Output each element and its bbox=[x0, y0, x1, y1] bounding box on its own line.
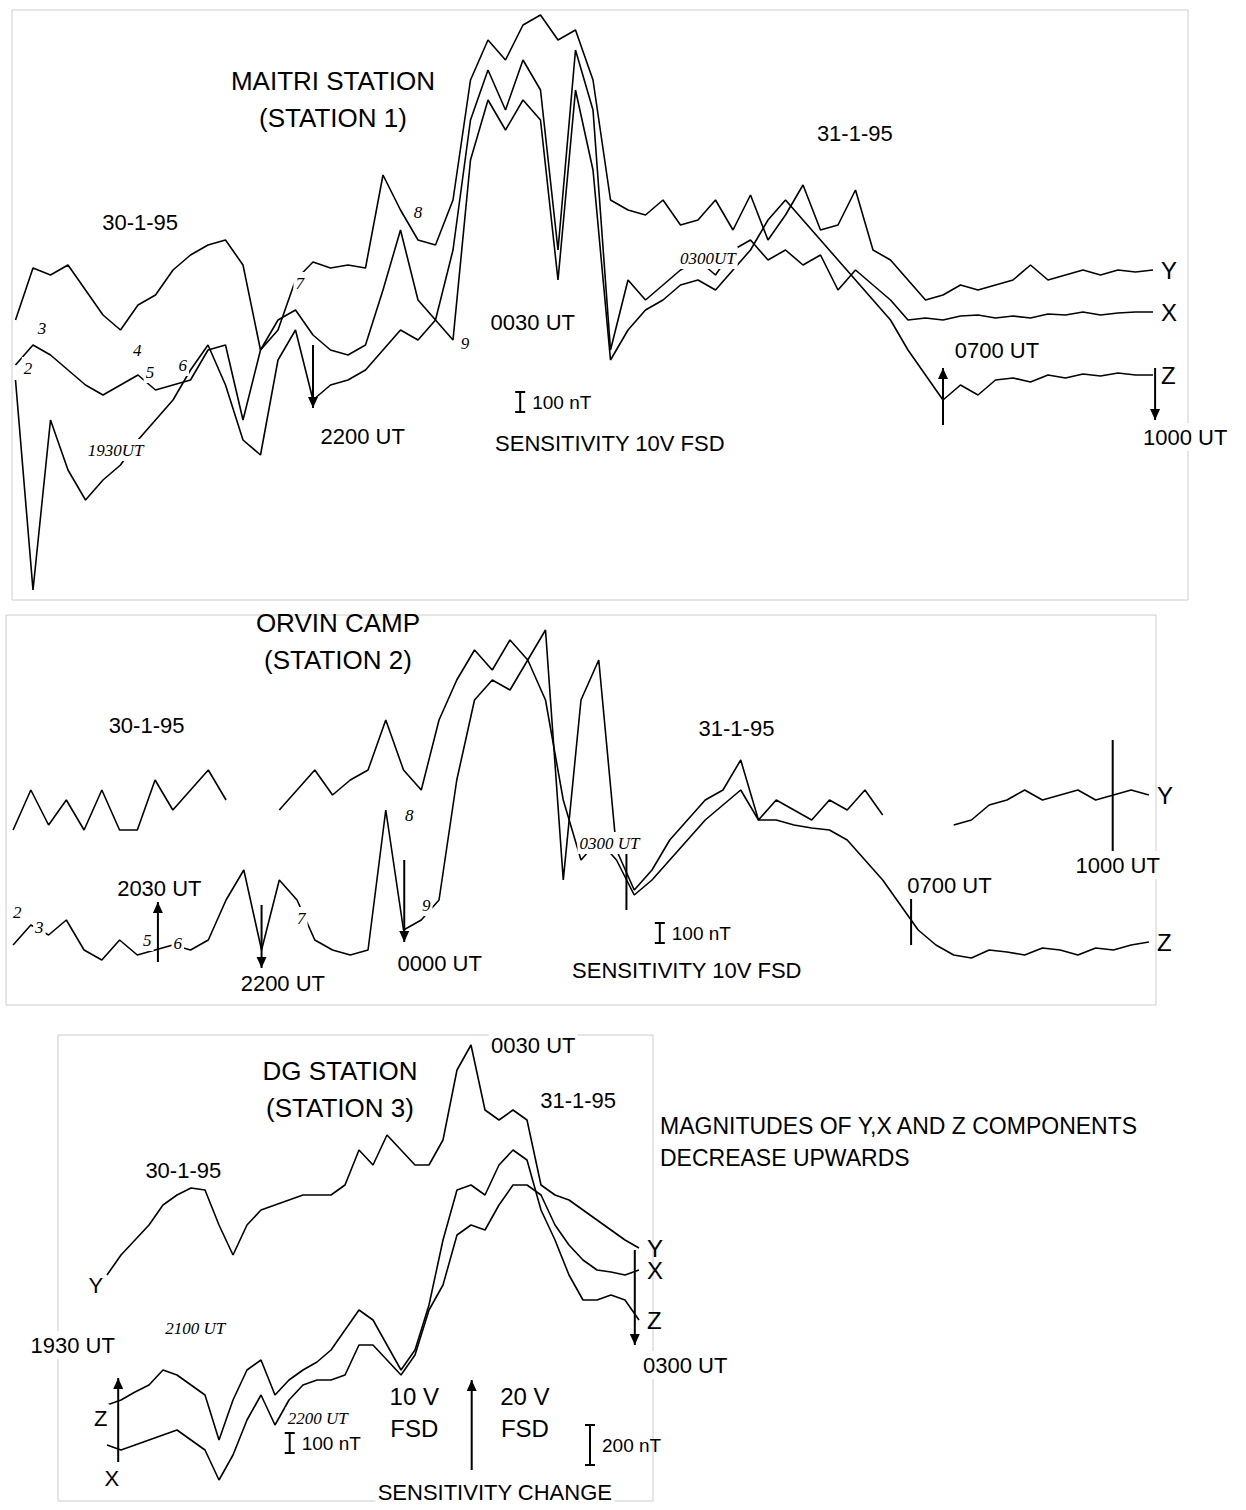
svg-text:MAITRI STATION: MAITRI STATION bbox=[231, 66, 435, 96]
svg-text:X: X bbox=[105, 1466, 120, 1491]
svg-text:30-1-95: 30-1-95 bbox=[109, 713, 185, 738]
svg-text:20 V: 20 V bbox=[500, 1383, 549, 1410]
svg-text:0700 UT: 0700 UT bbox=[907, 873, 991, 898]
svg-text:Z: Z bbox=[1161, 362, 1176, 389]
svg-text:(STATION 1): (STATION 1) bbox=[259, 103, 407, 133]
svg-text:31-1-95: 31-1-95 bbox=[699, 716, 775, 741]
svg-text:Z: Z bbox=[1157, 929, 1172, 956]
svg-text:31-1-95: 31-1-95 bbox=[540, 1088, 616, 1113]
svg-text:0030 UT: 0030 UT bbox=[491, 1033, 575, 1058]
svg-text:4: 4 bbox=[133, 341, 142, 360]
svg-text:DECREASE UPWARDS: DECREASE UPWARDS bbox=[660, 1145, 910, 1171]
svg-text:6: 6 bbox=[179, 356, 188, 375]
svg-text:2100 UT: 2100 UT bbox=[165, 1319, 227, 1338]
svg-text:200 nT: 200 nT bbox=[602, 1435, 662, 1456]
svg-text:2030 UT: 2030 UT bbox=[117, 876, 201, 901]
svg-text:9: 9 bbox=[422, 896, 431, 915]
svg-text:2200 UT: 2200 UT bbox=[321, 424, 405, 449]
svg-text:Y: Y bbox=[647, 1234, 663, 1262]
svg-text:0030 UT: 0030 UT bbox=[491, 310, 575, 335]
svg-text:30-1-95: 30-1-95 bbox=[145, 1158, 221, 1183]
svg-text:0300 UT: 0300 UT bbox=[643, 1353, 727, 1378]
svg-text:2200 UT: 2200 UT bbox=[288, 1409, 350, 1428]
svg-text:FSD: FSD bbox=[501, 1415, 549, 1442]
svg-text:8: 8 bbox=[414, 203, 423, 222]
svg-text:1000 UT: 1000 UT bbox=[1143, 425, 1227, 450]
svg-text:SENSITIVITY CHANGE: SENSITIVITY CHANGE bbox=[378, 1480, 612, 1505]
svg-text:10 V: 10 V bbox=[390, 1383, 439, 1410]
svg-text:31-1-95: 31-1-95 bbox=[817, 121, 893, 146]
svg-text:2: 2 bbox=[24, 359, 33, 378]
svg-text:3: 3 bbox=[37, 319, 47, 338]
svg-text:Y: Y bbox=[1161, 257, 1177, 284]
svg-text:SENSITIVITY 10V FSD: SENSITIVITY 10V FSD bbox=[572, 958, 801, 983]
svg-text:2200 UT: 2200 UT bbox=[241, 971, 325, 996]
svg-text:0000 UT: 0000 UT bbox=[398, 951, 482, 976]
svg-text:0700 UT: 0700 UT bbox=[955, 338, 1039, 363]
svg-text:Z: Z bbox=[647, 1307, 662, 1334]
svg-text:0300 UT: 0300 UT bbox=[579, 834, 641, 853]
svg-text:6: 6 bbox=[174, 934, 183, 953]
svg-text:7: 7 bbox=[295, 274, 305, 293]
svg-text:1930 UT: 1930 UT bbox=[31, 1333, 115, 1358]
svg-text:Y: Y bbox=[1157, 782, 1173, 809]
svg-text:5: 5 bbox=[146, 363, 155, 382]
svg-text:5: 5 bbox=[143, 931, 152, 950]
svg-text:9: 9 bbox=[461, 334, 470, 353]
svg-text:Z: Z bbox=[94, 1406, 107, 1431]
svg-text:100 nT: 100 nT bbox=[532, 392, 592, 413]
svg-text:100 nT: 100 nT bbox=[302, 1433, 362, 1454]
svg-text:8: 8 bbox=[405, 806, 414, 825]
svg-text:X: X bbox=[647, 1257, 663, 1284]
svg-text:3: 3 bbox=[34, 918, 44, 937]
svg-text:X: X bbox=[1161, 299, 1177, 326]
svg-text:30-1-95: 30-1-95 bbox=[102, 210, 178, 235]
svg-text:(STATION 3): (STATION 3) bbox=[266, 1093, 414, 1123]
svg-text:ORVIN CAMP: ORVIN CAMP bbox=[256, 608, 420, 638]
svg-text:DG STATION: DG STATION bbox=[262, 1056, 417, 1086]
svg-text:0300UT: 0300UT bbox=[680, 249, 737, 268]
svg-text:7: 7 bbox=[297, 909, 307, 928]
svg-text:FSD: FSD bbox=[390, 1415, 438, 1442]
svg-text:1000 UT: 1000 UT bbox=[1075, 853, 1159, 878]
svg-text:1930UT: 1930UT bbox=[88, 441, 145, 460]
svg-text:2: 2 bbox=[13, 903, 22, 922]
svg-text:(STATION 2): (STATION 2) bbox=[264, 645, 412, 675]
svg-text:Y: Y bbox=[88, 1273, 103, 1298]
svg-text:SENSITIVITY 10V FSD: SENSITIVITY 10V FSD bbox=[495, 431, 724, 456]
svg-text:100 nT: 100 nT bbox=[672, 923, 732, 944]
svg-text:MAGNITUDES OF Y,X AND Z COMPON: MAGNITUDES OF Y,X AND Z COMPONENTS bbox=[660, 1113, 1144, 1139]
